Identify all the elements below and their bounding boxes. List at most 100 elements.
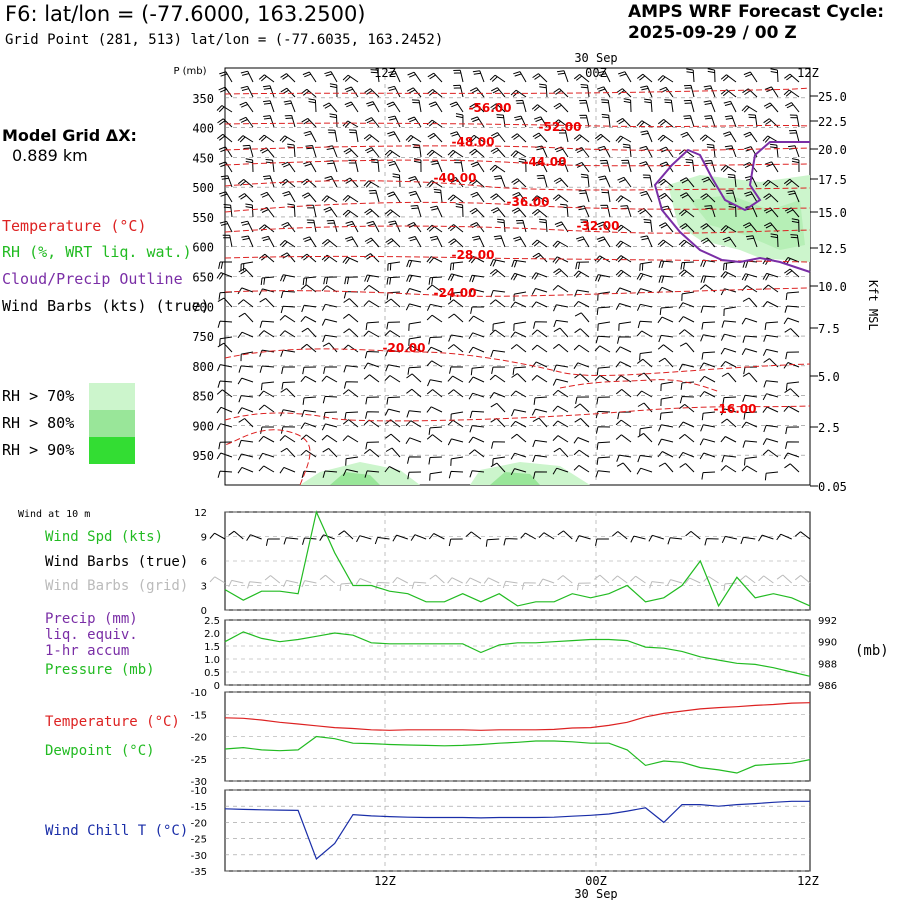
wind-barb xyxy=(721,372,737,383)
bottom-time-label: 12Z xyxy=(797,874,819,888)
wind-barb xyxy=(469,178,485,188)
panel-tick-label: -25 xyxy=(191,835,207,846)
wind-barb xyxy=(428,456,443,465)
wind-barb xyxy=(657,451,674,458)
surface-grid-wind-barb xyxy=(794,575,811,584)
wind-barb xyxy=(639,261,653,271)
wind-barb xyxy=(531,288,548,295)
wind-barb xyxy=(407,471,422,480)
wind-barb xyxy=(601,99,611,113)
wind-barb xyxy=(770,68,779,83)
height-tick-label: 0.05 xyxy=(818,480,847,494)
wind-barb xyxy=(426,303,443,311)
wind-barb xyxy=(615,375,632,383)
wind-barb xyxy=(258,452,275,460)
wind-barb xyxy=(364,208,380,218)
wind-barb xyxy=(678,404,695,413)
wind-barb xyxy=(658,222,674,233)
wind-barb xyxy=(342,74,359,83)
wind-barb xyxy=(259,320,275,328)
wind-barb xyxy=(280,290,296,299)
wind-barb xyxy=(580,173,590,188)
wind-barb xyxy=(217,297,233,308)
panel-tick-label: -10 xyxy=(191,688,207,699)
wind-barb xyxy=(447,194,464,203)
wind-barb xyxy=(490,193,506,203)
wind-barb xyxy=(302,276,317,286)
surface-grid-wind-barb xyxy=(483,577,500,584)
wind-barb xyxy=(301,192,317,203)
wind-barb xyxy=(323,276,338,285)
wind-barb xyxy=(260,276,275,285)
wind-barb xyxy=(741,421,758,429)
wind-barb xyxy=(580,84,590,98)
wind-barb xyxy=(513,71,527,83)
pressure-tick-label: 650 xyxy=(192,271,214,285)
wind-barb xyxy=(497,218,506,233)
wind-barb xyxy=(552,240,569,248)
cross-section-axes: 350 400 450 500 550 600 650 700 750 800 850 900 950 P… xyxy=(173,51,846,494)
wind-barb xyxy=(259,297,275,308)
wind-barb xyxy=(453,69,464,83)
top-time-label: 12Z xyxy=(374,66,396,80)
wind-barb xyxy=(573,449,590,458)
wind-barb xyxy=(300,315,317,323)
wind-barb xyxy=(449,176,464,188)
wind-barb xyxy=(701,176,716,188)
wind-barb xyxy=(704,160,716,173)
surface-wind-barb xyxy=(685,531,701,540)
wind-barb xyxy=(219,71,233,83)
wind-speed-label: Wind Spd (kts) xyxy=(45,529,164,545)
wind-barb xyxy=(364,470,380,478)
wind-barb xyxy=(237,377,254,385)
surface-grid-wind-barb xyxy=(209,576,226,584)
wind-barb xyxy=(683,99,695,113)
pressure-tick-label: 450 xyxy=(192,151,214,165)
wind-barb xyxy=(640,130,653,143)
wind-barb xyxy=(366,101,380,113)
wind-barb xyxy=(783,405,800,413)
wind-barb xyxy=(259,365,275,373)
wind-barb xyxy=(637,207,653,218)
isotherm-line xyxy=(224,180,811,191)
wind-barb xyxy=(700,275,716,283)
wind-barb xyxy=(407,221,422,233)
wind-barb xyxy=(723,100,737,113)
wind-barb xyxy=(553,447,569,458)
legend-cloud: Cloud/Precip Outline xyxy=(2,270,183,288)
wind-barb xyxy=(511,259,527,268)
top-date-label: 30 Sep xyxy=(574,51,617,65)
wind-barb xyxy=(258,224,275,233)
wind-barb xyxy=(364,237,380,248)
isotherm-label: -44.00 xyxy=(524,155,567,169)
wind-barb xyxy=(406,259,422,268)
wind-barb xyxy=(449,261,464,271)
wind-barb xyxy=(680,261,695,270)
wind-barb xyxy=(639,161,653,173)
wind-barb xyxy=(365,117,380,128)
wind-barb xyxy=(407,366,422,375)
wind-barb xyxy=(384,408,401,416)
wind-barb xyxy=(574,289,590,297)
wind-barb xyxy=(385,447,401,458)
wind-barb xyxy=(683,84,695,98)
wind-barb xyxy=(762,179,779,188)
wind-barb xyxy=(558,129,569,143)
wind-barb xyxy=(596,396,611,405)
wind-barb xyxy=(427,132,443,143)
temperature-line xyxy=(224,702,811,731)
windchill-panel-frame xyxy=(224,789,811,872)
wind-barb xyxy=(263,175,275,188)
wind-barb xyxy=(216,133,233,143)
wind-barb xyxy=(742,440,758,448)
wind-barb xyxy=(762,348,779,356)
wind-barb xyxy=(238,365,254,373)
isotherm-line xyxy=(559,379,721,393)
wind-barb xyxy=(748,114,758,128)
wind-barb xyxy=(279,135,296,143)
wind-barb xyxy=(348,159,359,173)
wind-barb xyxy=(703,85,716,98)
wind-barb xyxy=(595,410,611,419)
wind-barb xyxy=(637,372,653,383)
wind-barb xyxy=(556,70,569,83)
